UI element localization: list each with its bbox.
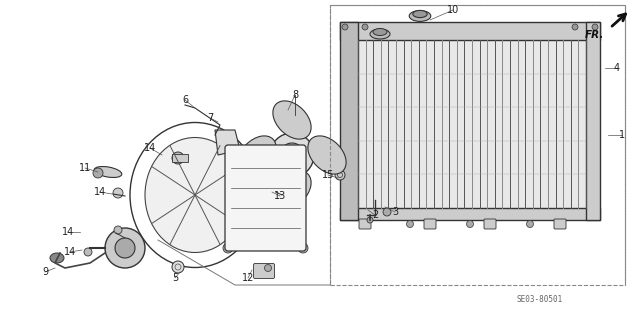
Ellipse shape — [308, 136, 346, 174]
Text: 14: 14 — [94, 187, 106, 197]
Circle shape — [367, 217, 373, 223]
Ellipse shape — [373, 28, 387, 35]
Text: FR.: FR. — [584, 30, 604, 40]
Ellipse shape — [273, 101, 311, 139]
Circle shape — [172, 152, 184, 164]
Circle shape — [298, 243, 308, 253]
FancyBboxPatch shape — [484, 219, 496, 229]
Text: 6: 6 — [182, 95, 188, 105]
Circle shape — [115, 238, 135, 258]
Text: 7: 7 — [207, 113, 213, 123]
Text: 14: 14 — [144, 143, 156, 153]
Polygon shape — [215, 130, 240, 155]
Text: 11: 11 — [79, 163, 91, 173]
FancyBboxPatch shape — [424, 219, 436, 229]
Bar — [340, 208, 600, 220]
Circle shape — [383, 208, 391, 216]
Text: 3: 3 — [392, 207, 398, 217]
Circle shape — [264, 264, 271, 271]
Text: 8: 8 — [292, 90, 298, 100]
Ellipse shape — [370, 29, 390, 39]
Circle shape — [406, 220, 413, 227]
Circle shape — [113, 188, 123, 198]
Bar — [172, 154, 188, 162]
Text: 5: 5 — [172, 273, 178, 283]
Bar — [586, 22, 600, 220]
Circle shape — [105, 228, 145, 268]
Circle shape — [335, 170, 345, 180]
FancyBboxPatch shape — [279, 189, 293, 199]
Circle shape — [362, 24, 368, 30]
Text: 4: 4 — [614, 63, 620, 73]
Circle shape — [342, 24, 348, 30]
Ellipse shape — [409, 11, 431, 21]
Text: 14: 14 — [64, 247, 76, 257]
Circle shape — [93, 168, 103, 178]
Text: 1: 1 — [619, 130, 625, 140]
FancyBboxPatch shape — [225, 145, 306, 251]
Bar — [358, 40, 586, 208]
Circle shape — [572, 24, 578, 30]
Circle shape — [264, 186, 276, 198]
Ellipse shape — [94, 167, 122, 177]
Circle shape — [527, 220, 534, 227]
Circle shape — [280, 143, 304, 167]
Circle shape — [223, 143, 233, 153]
Bar — [330, 5, 625, 285]
Ellipse shape — [413, 11, 428, 18]
Circle shape — [270, 133, 314, 177]
Ellipse shape — [273, 171, 311, 209]
Circle shape — [287, 150, 297, 160]
FancyBboxPatch shape — [359, 219, 371, 229]
Circle shape — [223, 243, 233, 253]
Text: SE03-80501: SE03-80501 — [517, 295, 563, 305]
Text: 9: 9 — [42, 267, 48, 277]
Ellipse shape — [50, 253, 64, 263]
FancyBboxPatch shape — [253, 263, 275, 278]
Text: 2: 2 — [372, 210, 378, 220]
Bar — [340, 22, 600, 40]
Text: 13: 13 — [274, 191, 286, 201]
Circle shape — [172, 261, 184, 273]
FancyBboxPatch shape — [554, 219, 566, 229]
Ellipse shape — [145, 137, 245, 253]
Bar — [340, 22, 358, 220]
Text: 10: 10 — [447, 5, 459, 15]
Text: 14: 14 — [62, 227, 74, 237]
Circle shape — [592, 24, 598, 30]
Circle shape — [298, 143, 308, 153]
Text: 15: 15 — [322, 170, 334, 180]
Circle shape — [467, 220, 474, 227]
Ellipse shape — [238, 136, 276, 174]
Text: 12: 12 — [242, 273, 254, 283]
Circle shape — [114, 226, 122, 234]
Circle shape — [84, 248, 92, 256]
